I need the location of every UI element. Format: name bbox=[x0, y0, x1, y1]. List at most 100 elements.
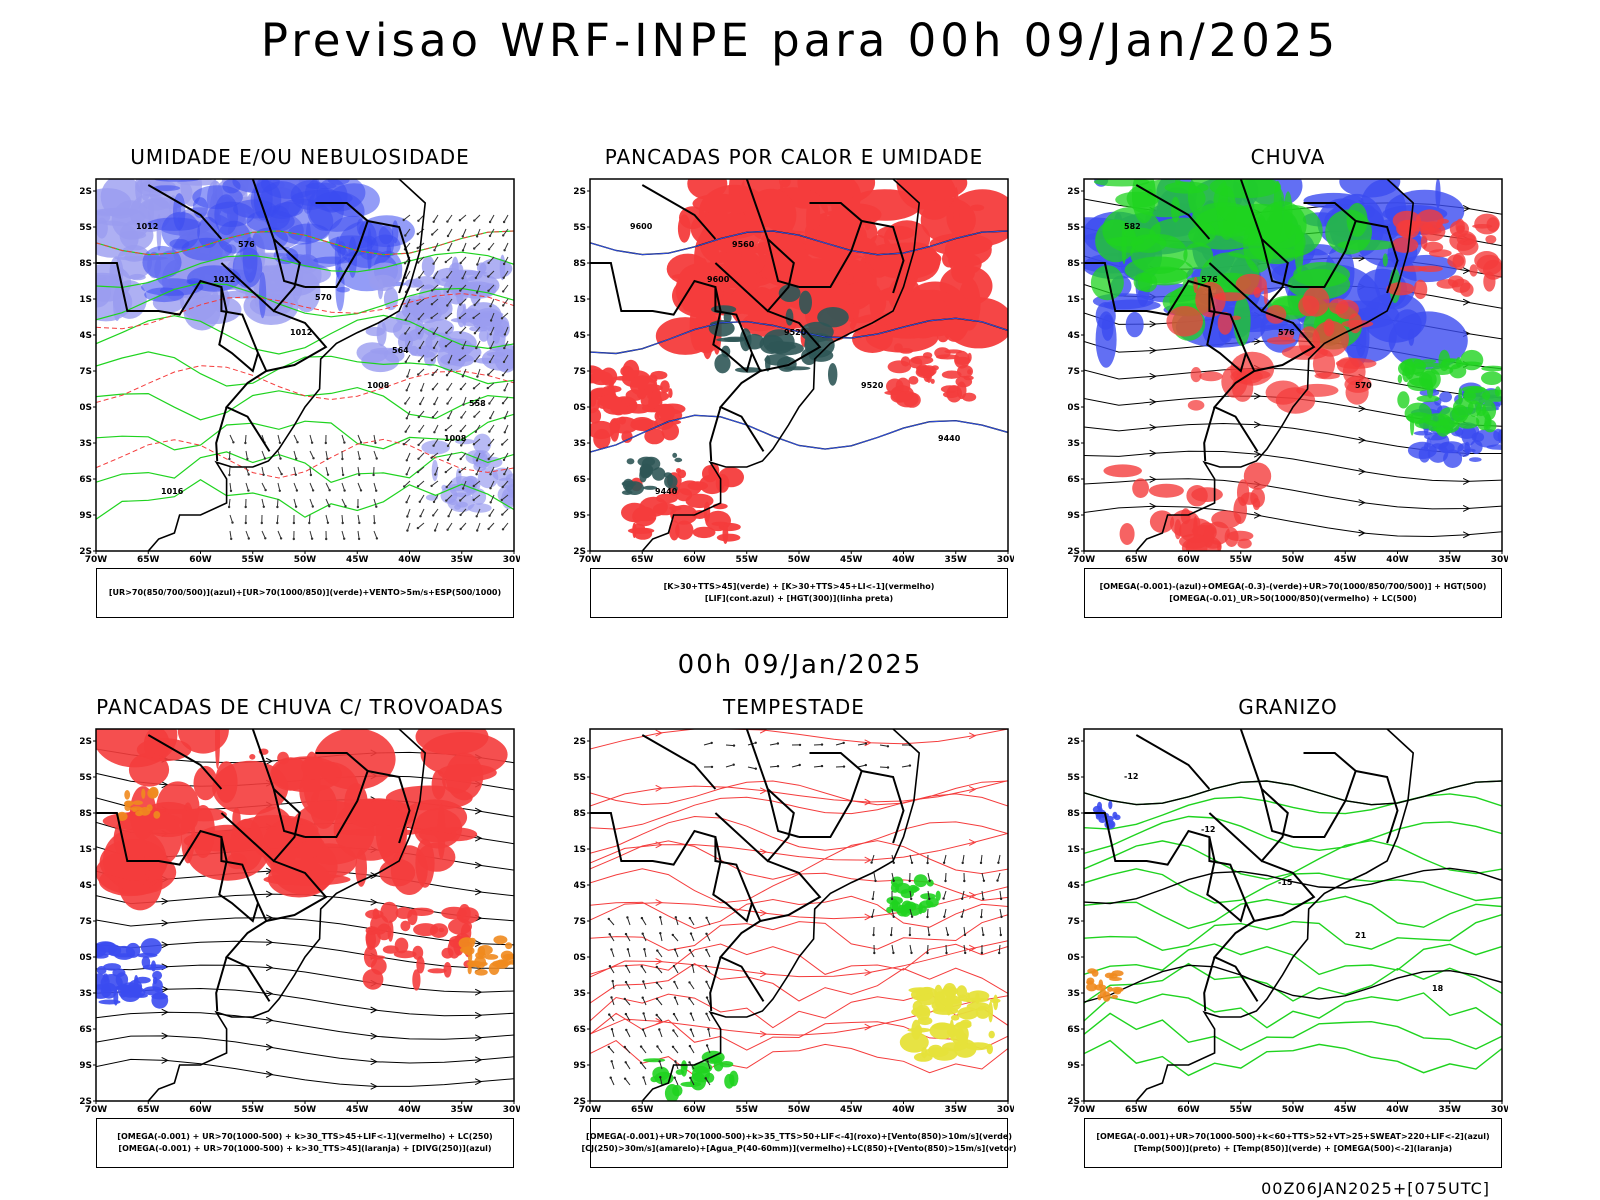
lon-tick-label: 50W bbox=[294, 1105, 317, 1115]
lon-tick-label: 55W bbox=[242, 555, 265, 565]
panel-title: TEMPESTADE bbox=[723, 695, 865, 719]
contour-label: 582 bbox=[1124, 222, 1141, 231]
lon-tick-label: 70W bbox=[579, 555, 602, 565]
legend-line: [OMEGA(-0.001)+UR>70(1000-500)+k<60+TTS>… bbox=[1096, 1132, 1490, 1141]
lon-tick-label: 40W bbox=[398, 555, 421, 565]
map-fields: 582 576 576 570 bbox=[1084, 179, 1502, 551]
lat-tick-label: 21S bbox=[574, 845, 586, 855]
contour-label: 1008 bbox=[444, 434, 467, 443]
map-fields bbox=[590, 729, 1008, 1101]
lat-tick-label: 18S bbox=[574, 809, 586, 819]
lon-tick-label: 40W bbox=[398, 1105, 421, 1115]
lat-tick-label: 21S bbox=[1068, 845, 1080, 855]
lat-tick-label: 30S bbox=[1068, 953, 1080, 963]
legend-line: [OMEGA(-0.01)_UR>50(1000/850)(vermelho) … bbox=[1169, 594, 1417, 603]
contour-label: 9520 bbox=[784, 328, 807, 337]
panel-title: PANCADAS DE CHUVA C/ TROVOADAS bbox=[96, 695, 504, 719]
lat-tick-label: 42S bbox=[574, 1097, 586, 1107]
lon-tick-label: 70W bbox=[85, 555, 108, 565]
lat-tick-label: 12S bbox=[1068, 187, 1080, 197]
lat-tick-label: 27S bbox=[1068, 367, 1080, 377]
legend-line: [UR>70(850/700/500)](azul)+[UR>70(1000/8… bbox=[108, 588, 502, 597]
lat-tick-label: 42S bbox=[80, 1097, 92, 1107]
lon-tick-label: 40W bbox=[1386, 555, 1409, 565]
weather-map: -12 -12 -15 21 18 12S 15S 18S 21S 24S 27S 30S 33S 36S… bbox=[1068, 728, 1508, 1115]
lon-tick-label: 45W bbox=[346, 555, 369, 565]
contour-label: 18 bbox=[1432, 984, 1444, 993]
map-panel-1: UMIDADE E/OU NEBULOSIDADE 1012 1012 1012 100… bbox=[80, 145, 520, 618]
lon-tick-label: 30W bbox=[1491, 555, 1508, 565]
contour-label: 21 bbox=[1355, 931, 1367, 940]
legend-line: [OMEGA(-0.001)+UR>70(1000-500)+k>35_TTS>… bbox=[586, 1132, 1012, 1141]
contour-label: 576 bbox=[1278, 328, 1295, 337]
lat-tick-label: 15S bbox=[574, 773, 586, 783]
lon-tick-label: 35W bbox=[1439, 1105, 1462, 1115]
country-borders bbox=[1084, 729, 1415, 1101]
contour-label: 576 bbox=[238, 240, 255, 249]
lon-tick-label: 50W bbox=[294, 555, 317, 565]
lon-tick-label: 35W bbox=[451, 555, 474, 565]
lat-tick-label: 18S bbox=[1068, 259, 1080, 269]
lat-tick-label: 36S bbox=[574, 1025, 586, 1035]
country-borders bbox=[96, 729, 427, 1101]
mid-title: 00h 09/Jan/2025 bbox=[677, 650, 923, 680]
lon-tick-label: 55W bbox=[736, 555, 759, 565]
contour-label: 9600 bbox=[707, 275, 730, 284]
lat-tick-label: 27S bbox=[1068, 917, 1080, 927]
lon-tick-label: 30W bbox=[997, 555, 1014, 565]
country-borders bbox=[590, 179, 921, 551]
lat-tick-label: 12S bbox=[574, 737, 586, 747]
lon-tick-label: 55W bbox=[1230, 1105, 1253, 1115]
lon-tick-label: 35W bbox=[945, 555, 968, 565]
contour-label: 570 bbox=[315, 293, 332, 302]
lat-tick-label: 15S bbox=[1068, 223, 1080, 233]
lat-tick-label: 27S bbox=[574, 917, 586, 927]
lat-tick-label: 36S bbox=[574, 475, 586, 485]
lon-tick-label: 55W bbox=[1230, 555, 1253, 565]
lat-tick-label: 42S bbox=[1068, 1097, 1080, 1107]
weather-map: 582 576 576 570 12S 15S 18S 21S 24S 27S 30S 33S 36S 3… bbox=[1068, 178, 1508, 565]
lat-tick-label: 42S bbox=[80, 547, 92, 557]
panel-title: CHUVA bbox=[1250, 145, 1326, 169]
lon-tick-label: 35W bbox=[451, 1105, 474, 1115]
lat-tick-label: 18S bbox=[574, 259, 586, 269]
lon-tick-label: 65W bbox=[1125, 1105, 1148, 1115]
panel-title: UMIDADE E/OU NEBULOSIDADE bbox=[130, 145, 470, 169]
map-fields: 1012 1012 1012 1008 1008 1016 576 570 564 558 bbox=[96, 179, 514, 551]
contour-label: 1012 bbox=[136, 222, 158, 231]
weather-map: 12S 15S 18S 21S 24S 27S 30S 33S 36S 39S 42S70W 65W 6… bbox=[574, 728, 1014, 1115]
lat-tick-label: 27S bbox=[80, 917, 92, 927]
lat-tick-label: 33S bbox=[1068, 989, 1080, 999]
lon-tick-label: 50W bbox=[1282, 1105, 1305, 1115]
panel-legend: [OMEGA(-0.001)+UR>70(1000-500)+k<60+TTS>… bbox=[1084, 1118, 1502, 1168]
lat-tick-label: 24S bbox=[1068, 331, 1080, 341]
contour-label: 1008 bbox=[367, 381, 390, 390]
country-borders bbox=[590, 729, 921, 1101]
lat-tick-label: 15S bbox=[80, 223, 92, 233]
lat-tick-label: 18S bbox=[80, 259, 92, 269]
panel-legend: [OMEGA(-0.001) + UR>70(1000-500) + k>30_… bbox=[96, 1118, 514, 1168]
lat-tick-label: 21S bbox=[80, 845, 92, 855]
lon-tick-label: 60W bbox=[683, 1105, 706, 1115]
weather-map: 9600 9600 9520 9520 9440 9440 9560 12S 15S 18S 21S… bbox=[574, 178, 1014, 565]
panel-legend: [OMEGA(-0.001)+UR>70(1000-500)+k>35_TTS>… bbox=[581, 1118, 1017, 1168]
lon-tick-label: 60W bbox=[683, 555, 706, 565]
lat-tick-label: 30S bbox=[574, 403, 586, 413]
lon-tick-label: 45W bbox=[346, 1105, 369, 1115]
contour-label: 9440 bbox=[938, 434, 961, 443]
lon-tick-label: 65W bbox=[137, 1105, 160, 1115]
lat-tick-label: 36S bbox=[80, 475, 92, 485]
lon-tick-label: 70W bbox=[85, 1105, 108, 1115]
lon-tick-label: 55W bbox=[242, 1105, 265, 1115]
map-fields bbox=[96, 729, 514, 1101]
contour-label: 576 bbox=[1201, 275, 1218, 284]
lat-tick-label: 33S bbox=[574, 439, 586, 449]
lon-tick-label: 65W bbox=[137, 555, 160, 565]
lat-tick-label: 42S bbox=[1068, 547, 1080, 557]
lon-tick-label: 35W bbox=[945, 1105, 968, 1115]
lon-tick-label: 30W bbox=[503, 555, 520, 565]
lon-tick-label: 60W bbox=[189, 555, 212, 565]
weather-map: 1012 1012 1012 1008 1008 1016 576 570 564 558 12S 1… bbox=[80, 178, 520, 565]
lat-tick-label: 12S bbox=[574, 187, 586, 197]
contour-label: 1012 bbox=[290, 328, 312, 337]
